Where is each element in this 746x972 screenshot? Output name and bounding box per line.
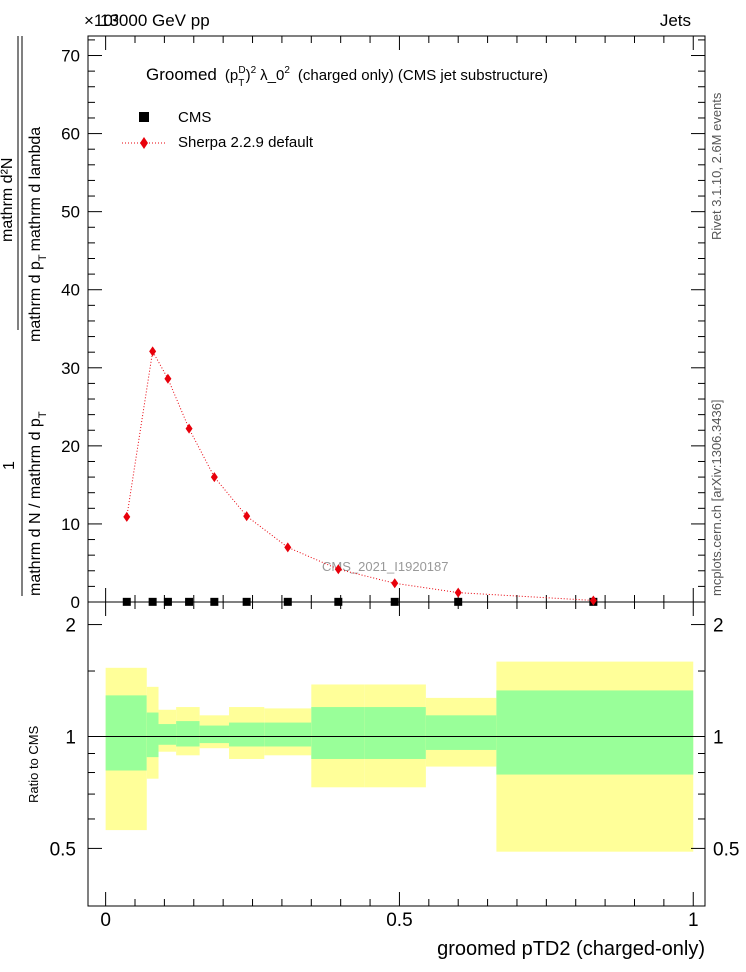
sherpa-point xyxy=(185,423,193,434)
svg-text:mathrm d N / mathrm d pT: mathrm d N / mathrm d pT xyxy=(27,411,49,596)
x-tick-label: 0 xyxy=(100,910,111,931)
main-marks xyxy=(122,346,598,606)
main-y-tick-label: 20 xyxy=(61,437,80,456)
cms-point xyxy=(122,597,131,606)
main-y-tick-label: 50 xyxy=(61,203,80,222)
sherpa-point xyxy=(149,346,157,357)
sherpa-point xyxy=(123,511,131,522)
legend-cms-marker xyxy=(139,112,149,122)
main-axes: 0 10 20 30 40 50 60 70 xyxy=(61,36,705,612)
mcplots-label: mcplots.cern.ch [arXiv:1306.3436] xyxy=(709,399,724,596)
x-tick-label: 1 xyxy=(688,910,699,931)
ratio-inner-band-0 xyxy=(105,695,147,771)
sherpa-point xyxy=(454,587,462,598)
ratio-inner-band-4 xyxy=(199,725,230,744)
ratio-inner-band-6 xyxy=(264,722,312,747)
energy-label: 13000 GeV pp xyxy=(100,11,210,30)
ratio-y-tick-label-right: 0.5 xyxy=(713,839,739,860)
ratio-inner-band-8 xyxy=(364,707,426,759)
ratio-y-axis-label: Ratio to CMS xyxy=(26,725,41,803)
ratio-y-tick-label: 1 xyxy=(65,727,76,748)
x-tick-label: 0.5 xyxy=(386,910,412,931)
svg-text:mathrm d²N: mathrm d²N xyxy=(0,158,16,242)
main-y-tick-label: 10 xyxy=(61,515,80,534)
ratio-inner-band-5 xyxy=(229,722,265,747)
sherpa-point xyxy=(164,373,172,384)
cms-point xyxy=(390,597,399,606)
cms-point xyxy=(454,597,463,606)
ratio-inner-band-1 xyxy=(146,712,159,758)
cms-point xyxy=(334,597,343,606)
ratio-inner-band-3 xyxy=(176,721,200,747)
main-y-axis-label: 1 mathrm d N / mathrm d pT mathrm d²N ma… xyxy=(0,36,49,596)
x-axis-label: groomed pTD2 (charged-only) xyxy=(437,938,705,960)
rivet-label: Rivet 3.1.10, 2.6M events xyxy=(709,92,724,240)
cms-point xyxy=(242,597,251,606)
cms-point xyxy=(210,597,219,606)
sherpa-point xyxy=(284,542,292,553)
ratio-y-tick-label: 0.5 xyxy=(50,839,76,860)
cms-point xyxy=(163,597,172,606)
ratio-y-tick-label: 2 xyxy=(65,616,76,637)
main-plot-title: Groomed (pTD)2 λ_02 (charged only) (CMS jet… xyxy=(146,65,548,89)
ratio-y-tick-label-right: 1 xyxy=(713,727,724,748)
svg-text:mathrm d pTmathrm d lambda: mathrm d pTmathrm d lambda xyxy=(27,127,49,342)
main-y-tick-label: 60 xyxy=(61,125,80,144)
cms-point xyxy=(185,597,194,606)
main-y-tick-label: 30 xyxy=(61,359,80,378)
ratio-inner-band-7 xyxy=(311,707,365,759)
main-y-tick-label: 0 xyxy=(71,593,80,612)
ratio-inner-band-2 xyxy=(158,724,177,745)
sherpa-point xyxy=(391,578,399,589)
main-y-tick-label: 40 xyxy=(61,281,80,300)
legend-sherpa-label: Sherpa 2.2.9 default xyxy=(178,134,314,151)
analysis-watermark: CMS_2021_I1920187 xyxy=(322,559,449,574)
ratio-bands xyxy=(105,661,694,852)
main-y-tick-label: 70 xyxy=(61,47,80,66)
exponent-label: ×10³ xyxy=(84,11,119,30)
sherpa-point xyxy=(243,511,251,522)
cms-point xyxy=(148,597,157,606)
ratio-inner-band-10 xyxy=(496,690,694,775)
legend-cms-label: CMS xyxy=(178,109,211,126)
process-label: Jets xyxy=(660,11,691,30)
sherpa-point xyxy=(334,564,342,575)
cms-point xyxy=(283,597,292,606)
sherpa-point xyxy=(210,472,218,483)
sherpa-point xyxy=(589,595,597,606)
legend-sherpa-marker xyxy=(140,137,148,149)
ratio-y-tick-label-right: 2 xyxy=(713,616,724,637)
ratio-inner-band-9 xyxy=(425,715,497,750)
svg-text:1: 1 xyxy=(1,461,18,470)
